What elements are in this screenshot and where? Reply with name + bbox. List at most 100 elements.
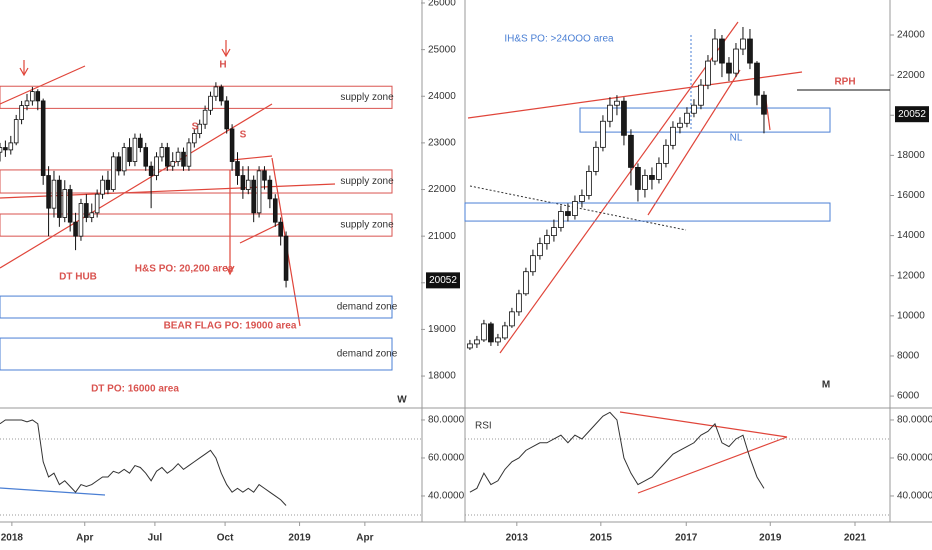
candle-body bbox=[537, 243, 543, 257]
candle-body bbox=[278, 221, 283, 237]
candle-body bbox=[614, 100, 620, 106]
candle-body bbox=[474, 339, 480, 345]
x-tick-label: Apr bbox=[76, 533, 93, 544]
candle-body bbox=[35, 91, 41, 102]
y-tick-label: 12000 bbox=[897, 270, 925, 281]
zone-label: supply zone bbox=[340, 92, 394, 103]
candle-body bbox=[235, 161, 240, 176]
candle-body bbox=[593, 146, 599, 172]
candle-body bbox=[181, 151, 186, 167]
y-tick-label: 22000 bbox=[897, 70, 925, 81]
x-tick-label: 2013 bbox=[506, 533, 529, 544]
y-tick-label: 16000 bbox=[897, 190, 925, 201]
candle-body bbox=[219, 86, 224, 102]
x-tick-label: 2021 bbox=[844, 533, 867, 544]
annotation: RPH bbox=[834, 77, 855, 88]
candle-body bbox=[600, 120, 606, 148]
price-tag bbox=[426, 272, 460, 289]
candle-body bbox=[170, 161, 176, 167]
price-tag-label: 20052 bbox=[429, 275, 457, 286]
candle-body bbox=[67, 189, 73, 223]
candle-body bbox=[267, 179, 273, 200]
candle-body bbox=[24, 100, 30, 106]
annotation: DT PO: 16000 area bbox=[91, 384, 179, 395]
y-tick-label: 24000 bbox=[897, 30, 925, 41]
candle-body bbox=[165, 147, 170, 167]
candle-body bbox=[635, 167, 641, 190]
candle-body bbox=[84, 203, 89, 218]
zone-label: supply zone bbox=[340, 176, 394, 187]
rsi-line bbox=[469, 411, 765, 493]
candle-body bbox=[224, 100, 229, 130]
zone bbox=[0, 337, 393, 371]
candle-body bbox=[544, 235, 550, 245]
candle-body bbox=[677, 122, 683, 128]
x-tick-label: Apr bbox=[356, 533, 373, 544]
candle-body bbox=[0, 147, 3, 153]
x-tick-label: 2015 bbox=[590, 533, 613, 544]
rsi-tick-label: 40.0000 bbox=[428, 491, 465, 502]
candle-body bbox=[132, 137, 138, 162]
candle-body bbox=[502, 325, 508, 339]
rsi-label: RSI bbox=[475, 421, 492, 432]
candle-body bbox=[754, 62, 760, 96]
frame bbox=[0, 0, 932, 523]
y-tick-label: 10000 bbox=[897, 310, 925, 321]
candle-body bbox=[94, 193, 100, 214]
x-tick-label: Jul bbox=[148, 533, 163, 544]
candle-body bbox=[642, 175, 648, 190]
candle-body bbox=[116, 156, 122, 172]
zone bbox=[464, 202, 831, 222]
y-tick-label: 18000 bbox=[428, 371, 456, 382]
zone-label: demand zone bbox=[337, 349, 398, 360]
candle-body bbox=[579, 195, 585, 202]
candle-body bbox=[530, 255, 536, 273]
candle-body bbox=[621, 100, 627, 136]
candle-body bbox=[495, 337, 501, 343]
candle-body bbox=[523, 271, 529, 295]
candle-body bbox=[649, 175, 655, 180]
y-tick-label: 19000 bbox=[428, 324, 456, 335]
zone bbox=[579, 107, 831, 133]
zone-label: demand zone bbox=[337, 302, 398, 313]
annotation: H bbox=[219, 60, 226, 71]
candle-body bbox=[705, 60, 711, 86]
candle-body bbox=[726, 62, 732, 74]
candle-body bbox=[202, 109, 208, 125]
y-tick-label: 14000 bbox=[897, 230, 925, 241]
x-tick-label: 2018 bbox=[1, 533, 24, 544]
candle-body bbox=[57, 179, 62, 218]
y-tick-label: 24000 bbox=[428, 91, 456, 102]
candle-body bbox=[256, 170, 262, 214]
candle-body bbox=[127, 147, 132, 162]
zone bbox=[0, 213, 393, 237]
annotation: W bbox=[397, 395, 407, 406]
candle-body bbox=[175, 151, 181, 162]
candle-body bbox=[208, 95, 213, 111]
rsi-tick-label: 60.0000 bbox=[428, 453, 465, 464]
candle-body bbox=[572, 201, 578, 216]
y-tick-label: 26000 bbox=[428, 0, 456, 9]
annotation: S bbox=[240, 130, 247, 141]
rsi-line bbox=[0, 419, 287, 506]
candle-body bbox=[46, 175, 51, 209]
candle-body bbox=[159, 147, 165, 158]
candle-body bbox=[13, 119, 19, 144]
y-tick-label: 8000 bbox=[897, 351, 920, 362]
candle-body bbox=[565, 211, 571, 216]
candle-body bbox=[143, 147, 149, 167]
candle-body bbox=[138, 137, 143, 148]
candle-body bbox=[121, 147, 127, 172]
x-tick-label: 2019 bbox=[288, 533, 311, 544]
candle-body bbox=[509, 311, 515, 327]
candle-body bbox=[62, 189, 68, 218]
y-tick-label: 18000 bbox=[897, 150, 925, 161]
rsi-tick-label: 40.0000 bbox=[897, 491, 932, 502]
annotation: DT HUB bbox=[59, 272, 97, 283]
candle-body bbox=[586, 171, 592, 196]
annotation: NL bbox=[730, 133, 743, 144]
candle-body bbox=[733, 48, 739, 74]
candle-body bbox=[192, 133, 197, 144]
candle-body bbox=[262, 170, 267, 181]
